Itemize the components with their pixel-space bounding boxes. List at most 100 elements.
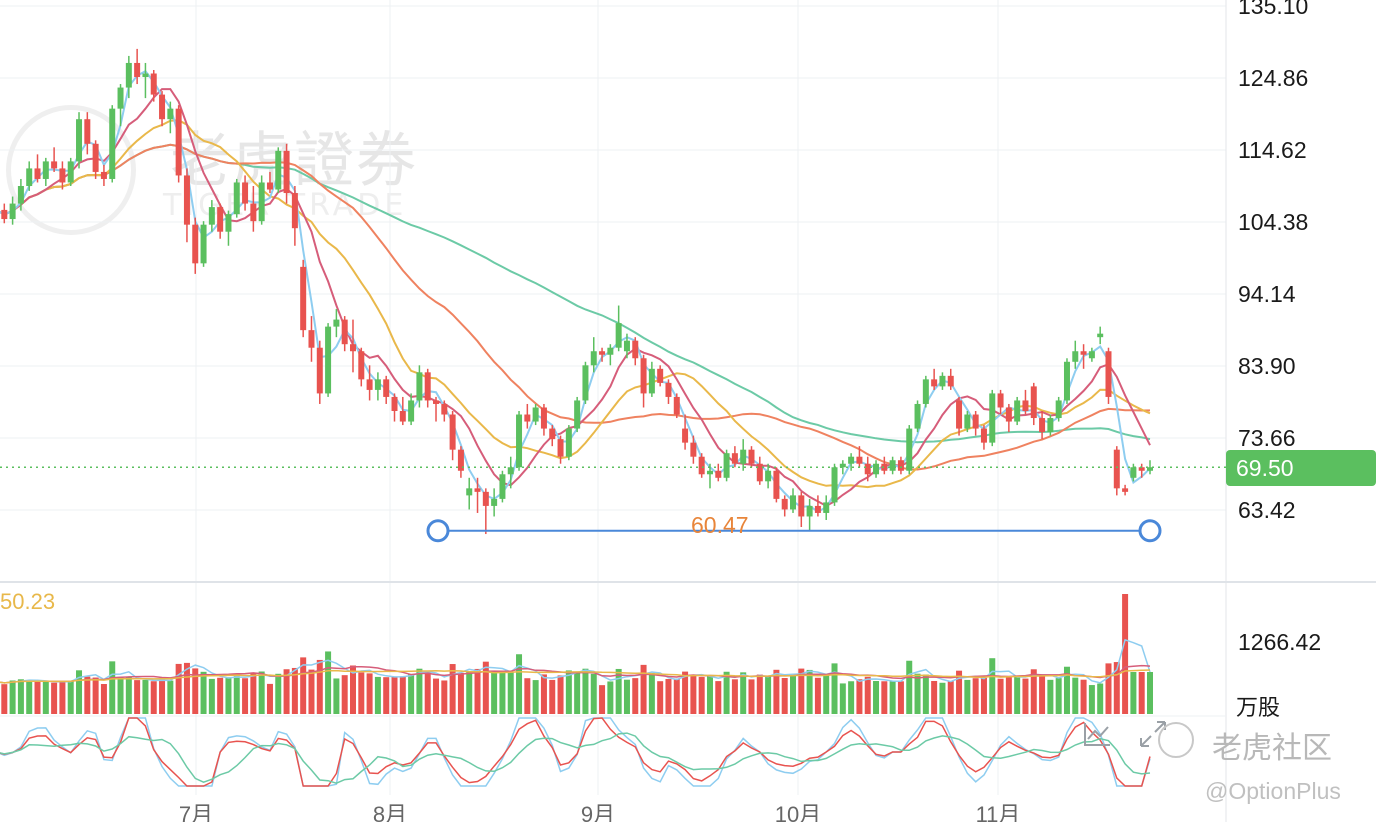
- volume-bar: [673, 678, 680, 714]
- volume-bar: [100, 684, 107, 714]
- candle-body: [856, 456, 863, 464]
- candle-body: [482, 491, 489, 506]
- volume-bar: [922, 674, 929, 714]
- candle-body: [623, 340, 630, 352]
- volume-bar: [59, 681, 66, 714]
- volume-bar: [1122, 594, 1129, 714]
- volume-bar: [848, 681, 855, 714]
- candle-body: [831, 467, 838, 503]
- volume-bar: [109, 661, 116, 714]
- volume-bar: [457, 672, 464, 714]
- candle-body: [690, 442, 697, 457]
- volume-bar: [134, 680, 141, 714]
- volume-bar: [1005, 676, 1012, 714]
- candle-body: [956, 400, 963, 429]
- volume-bar: [325, 651, 332, 714]
- candle-body: [507, 467, 514, 475]
- volume-bar: [183, 662, 190, 714]
- ma10-line: [0, 88, 1151, 508]
- volume-bar: [449, 664, 456, 714]
- candle-body: [524, 414, 531, 422]
- candle-body: [989, 393, 996, 443]
- volume-bar: [881, 681, 888, 714]
- volume-bar: [424, 671, 431, 714]
- candle-body: [590, 351, 597, 366]
- candle-body: [715, 470, 722, 478]
- expand-icon[interactable]: [1138, 719, 1168, 749]
- volume-bar: [408, 673, 415, 714]
- candle-body: [142, 73, 149, 78]
- candle-body: [706, 470, 713, 475]
- volume-bar: [989, 658, 996, 714]
- candle-body: [291, 193, 298, 229]
- volume-bar: [632, 678, 639, 714]
- volume-bar: [873, 681, 880, 714]
- candle-body: [540, 407, 547, 429]
- volume-bar: [623, 679, 630, 714]
- volume-bar: [590, 673, 597, 714]
- candle-body: [308, 330, 315, 348]
- candle-body: [532, 407, 539, 422]
- indicator-chart-icon[interactable]: [1082, 719, 1112, 749]
- candle-body: [275, 150, 282, 190]
- volume-bar: [1138, 672, 1145, 714]
- candle-body: [125, 62, 132, 88]
- candle-body: [42, 161, 49, 179]
- volume-bar: [765, 676, 772, 714]
- candle-body: [1055, 400, 1062, 419]
- candle-body: [1130, 467, 1137, 478]
- volume-bar: [773, 669, 780, 714]
- candle-body: [441, 403, 448, 415]
- candle-body: [1138, 467, 1145, 471]
- candle-body: [167, 108, 174, 120]
- footer-brand-label: 老虎社区: [1212, 732, 1332, 765]
- volume-bar: [549, 679, 556, 714]
- volume-bar: [906, 660, 913, 714]
- volume-bar: [291, 667, 298, 714]
- candle-body: [1005, 407, 1012, 422]
- candle-body: [897, 460, 904, 471]
- candle-body: [1039, 418, 1046, 433]
- volume-bar: [1030, 669, 1037, 714]
- volume-bar: [715, 681, 722, 714]
- volume-bar: [366, 673, 373, 714]
- candle-body: [574, 400, 581, 429]
- y-tick-label: 83.90: [1238, 353, 1296, 379]
- volume-bar: [374, 676, 381, 714]
- candle-body: [109, 108, 116, 179]
- volume-bar: [92, 677, 99, 714]
- candle-body: [914, 403, 921, 429]
- volume-bar: [931, 680, 938, 714]
- volume-bar: [383, 677, 390, 714]
- watermark-logo: [6, 105, 136, 235]
- candle-body: [242, 182, 249, 204]
- candle-body: [59, 168, 66, 183]
- candle-body: [1063, 361, 1070, 401]
- volume-bar: [1113, 662, 1120, 714]
- volume-bar: [84, 676, 91, 714]
- volume-bar: [117, 676, 124, 714]
- candle-body: [657, 368, 664, 383]
- volume-bar: [532, 680, 539, 714]
- volume-bar: [980, 677, 987, 714]
- volume-bar: [17, 679, 24, 714]
- volume-bar: [51, 682, 58, 714]
- volume-bar: [897, 681, 904, 714]
- candle-body: [673, 396, 680, 415]
- volume-bar: [682, 671, 689, 714]
- volume-bar: [266, 683, 273, 714]
- candle-body: [300, 266, 307, 331]
- volume-bar: [1088, 685, 1095, 714]
- volume-bar: [947, 681, 954, 714]
- candle-body: [399, 411, 406, 422]
- volume-bar: [997, 678, 1004, 714]
- volume-bar: [574, 671, 581, 714]
- candle-body: [26, 168, 33, 186]
- volume-bar: [956, 670, 963, 714]
- volume-bar: [42, 681, 49, 714]
- volume-bar: [217, 677, 224, 714]
- volume-bar: [242, 678, 249, 714]
- volume-tick-label: 1266.42: [1238, 629, 1321, 655]
- volume-bar: [972, 678, 979, 714]
